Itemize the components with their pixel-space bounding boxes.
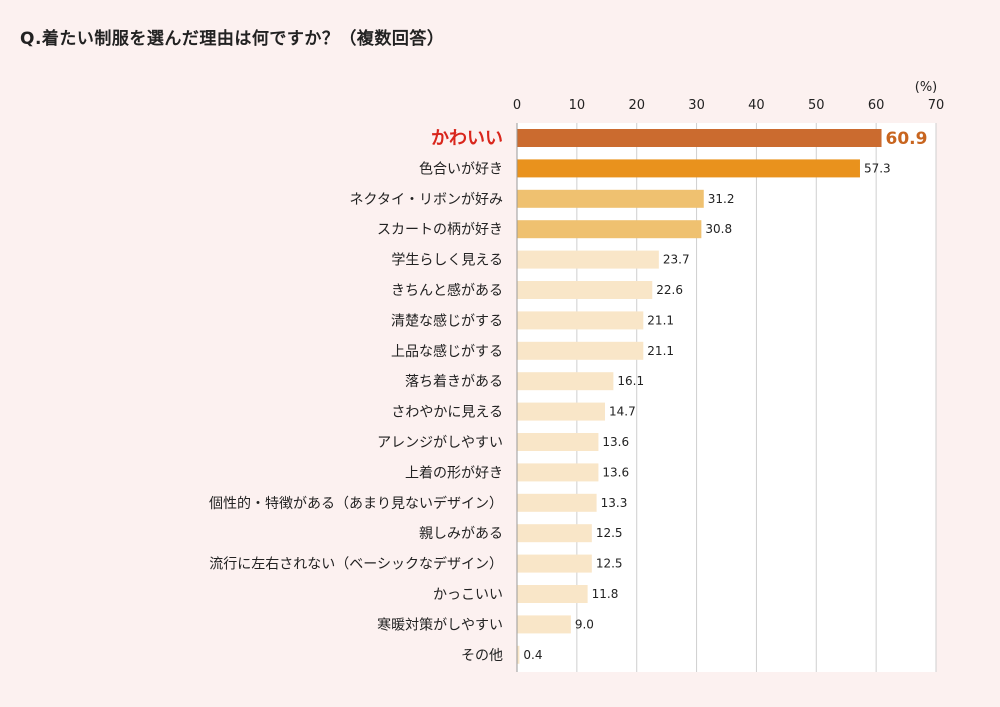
data-label: 14.7 <box>609 405 636 419</box>
x-tick-label: 40 <box>748 98 765 113</box>
data-label: 0.4 <box>523 648 542 662</box>
category-label: きちんと感がある <box>391 282 503 299</box>
data-label: 13.6 <box>602 465 629 479</box>
data-label: 60.9 <box>886 129 928 149</box>
bar <box>517 281 653 299</box>
bar <box>517 433 599 451</box>
x-tick-label: 50 <box>808 98 825 113</box>
category-label: 個性的・特徴がある（あまり見ないデザイン） <box>209 495 503 512</box>
category-label: その他 <box>461 648 503 664</box>
data-label: 57.3 <box>864 161 891 175</box>
x-tick-label: 20 <box>628 98 645 113</box>
category-label: 清楚な感じがする <box>391 312 503 329</box>
x-tick-label: 30 <box>688 98 705 113</box>
x-tick-label: 70 <box>928 98 945 113</box>
category-label: 寒暖対策がしやすい <box>377 616 503 633</box>
bar <box>517 554 592 573</box>
category-label: 上着の形が好き <box>405 465 503 481</box>
category-label: さわやかに見える <box>391 405 503 421</box>
bar <box>517 129 882 147</box>
category-label: 流行に左右されない（ベーシックなデザイン） <box>209 556 503 573</box>
data-label: 21.1 <box>647 313 674 327</box>
x-tick-label: 0 <box>513 98 521 113</box>
data-label: 30.8 <box>705 222 732 236</box>
bar <box>517 341 644 360</box>
category-label: かわいい <box>431 128 503 149</box>
data-label: 23.7 <box>663 253 690 267</box>
category-label: 親しみがある <box>419 526 503 542</box>
page-title: Q.着たい制服を選んだ理由は何ですか？（複数回答） <box>20 29 445 49</box>
bar <box>517 615 571 634</box>
bar <box>517 463 599 482</box>
category-label: アレンジがしやすい <box>377 435 503 451</box>
category-label: 落ち着きがある <box>405 374 503 390</box>
bar <box>517 311 644 330</box>
data-label: 13.6 <box>602 435 629 449</box>
bar <box>517 250 659 269</box>
bar <box>517 220 702 239</box>
data-label: 12.5 <box>596 557 623 571</box>
data-label: 31.2 <box>708 192 735 206</box>
bar <box>517 372 614 391</box>
bar <box>517 189 704 208</box>
data-label: 12.5 <box>596 526 623 540</box>
x-tick-label: 10 <box>569 98 586 113</box>
category-label: スカートの柄が好き <box>377 222 503 238</box>
category-label: 上品な感じがする <box>391 343 503 360</box>
data-label: 11.8 <box>592 587 619 601</box>
bar <box>517 402 605 421</box>
bar <box>517 493 597 512</box>
plot-area <box>517 123 936 672</box>
data-label: 13.3 <box>601 496 628 510</box>
bar <box>517 524 592 543</box>
x-tick-label: 60 <box>868 98 885 113</box>
data-label: 16.1 <box>617 374 644 388</box>
bar <box>517 645 520 664</box>
category-label: ネクタイ・リボンが好み <box>350 192 503 208</box>
data-label: 22.6 <box>656 283 683 297</box>
category-label: 色合いが好き <box>419 160 503 177</box>
category-label: 学生らしく見える <box>391 253 503 269</box>
data-label: 9.0 <box>575 617 594 631</box>
bar <box>517 585 588 603</box>
category-label: かっこいい <box>433 587 503 603</box>
data-label: 21.1 <box>647 344 674 358</box>
bar <box>517 159 860 178</box>
unit-label: (%) <box>915 80 938 95</box>
